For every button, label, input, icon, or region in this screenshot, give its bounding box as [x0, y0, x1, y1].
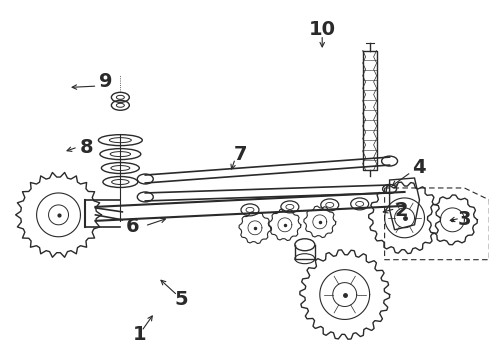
Text: 1: 1 — [133, 325, 147, 345]
Text: 2: 2 — [394, 201, 408, 220]
Text: 5: 5 — [174, 289, 188, 309]
Text: 7: 7 — [233, 145, 247, 164]
Text: 10: 10 — [309, 20, 336, 39]
Text: 8: 8 — [79, 138, 93, 157]
Text: 6: 6 — [126, 217, 140, 236]
Text: 3: 3 — [458, 210, 472, 229]
Text: 9: 9 — [99, 72, 113, 91]
Text: 4: 4 — [412, 158, 425, 177]
